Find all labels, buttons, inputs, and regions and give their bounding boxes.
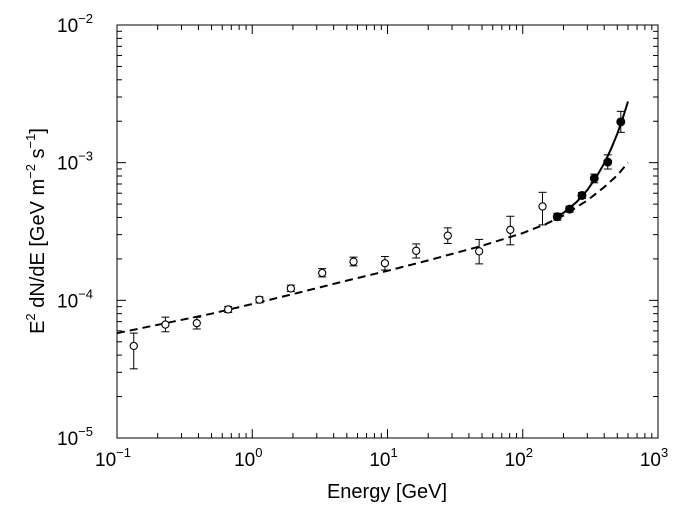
y-tick-label: 10−5 (57, 424, 93, 450)
y-tick-label-exp: −4 (78, 286, 93, 301)
x-tick-label-base: 10 (369, 450, 390, 471)
y-axis-title-e: E (27, 321, 49, 334)
y-tick-label-exp: −2 (78, 11, 93, 26)
x-tick-label-exp: 2 (526, 445, 533, 460)
filled-data-point (589, 173, 599, 183)
filled-data-point (552, 212, 562, 222)
y-tick-label: 10−4 (57, 286, 93, 312)
open-data-point (380, 259, 390, 268)
x-tick-label: 102 (505, 445, 533, 471)
open-data-point (161, 320, 170, 329)
y-tick-label-exp: −5 (78, 424, 93, 439)
filled-data-point (565, 204, 575, 214)
y-axis-title-s: s (27, 148, 49, 164)
open-data-point (412, 246, 421, 255)
y-tick-label: 10−2 (57, 11, 93, 37)
solid-fit-curve (555, 101, 629, 219)
x-axis-title: Energy [GeV] (327, 481, 447, 503)
x-tick-label-base: 10 (505, 450, 526, 471)
y-tick-labels: 10−510−410−310−2 (57, 11, 93, 450)
x-tick-label-base: 10 (234, 450, 255, 471)
open-data-point (192, 318, 201, 328)
y-tick-label-base: 10 (57, 429, 78, 450)
x-tick-label: 103 (640, 445, 668, 471)
y-axis-title: E2 dN/dE [GeV m−2 s−1] (23, 128, 49, 334)
open-data-point (255, 295, 264, 304)
x-tick-label: 10−1 (95, 445, 131, 471)
y-tick-label-base: 10 (57, 154, 78, 175)
filled-data-point (603, 157, 613, 167)
x-tick-label-base: 10 (640, 450, 661, 471)
y-tick-label-exp: −3 (78, 149, 93, 164)
open-data-point (443, 231, 452, 240)
y-axis-title-m-exp: −2 (23, 164, 38, 179)
x-tick-label-exp: 1 (390, 445, 397, 460)
filled-data-point (616, 117, 626, 127)
open-data-point (286, 284, 296, 293)
y-tick-label-base: 10 (57, 16, 78, 37)
y-tick-label: 10−3 (57, 149, 93, 175)
x-tick-label: 101 (369, 445, 397, 471)
x-tick-label: 100 (234, 445, 262, 471)
plot-area-frame (116, 24, 659, 439)
filled-data-point (577, 190, 587, 200)
y-axis-title-e-exp: 2 (23, 313, 38, 320)
x-tick-labels: 10−1 100 101 102 103 (95, 445, 668, 471)
fit-curves (116, 101, 629, 335)
axis-ticks (116, 24, 659, 439)
data-points (129, 110, 626, 370)
open-data-point (538, 202, 547, 211)
open-data-point (506, 225, 515, 235)
y-axis-title-s-exp: −1 (23, 134, 38, 149)
y-axis-title-mid: dN/dE [GeV m (27, 179, 49, 314)
x-tick-label-exp: 0 (255, 445, 262, 460)
x-tick-label-exp: 3 (661, 445, 668, 460)
y-axis-title-close: ] (27, 128, 49, 134)
x-tick-label-base: 10 (95, 450, 116, 471)
open-data-point (224, 305, 233, 314)
open-data-point (349, 257, 358, 266)
x-tick-label-exp: −1 (116, 445, 131, 460)
y-tick-label-base: 10 (57, 291, 78, 312)
dashed-fit-curve (116, 162, 629, 335)
open-data-point (129, 341, 138, 351)
open-data-point (474, 247, 484, 256)
open-data-point (318, 268, 327, 278)
